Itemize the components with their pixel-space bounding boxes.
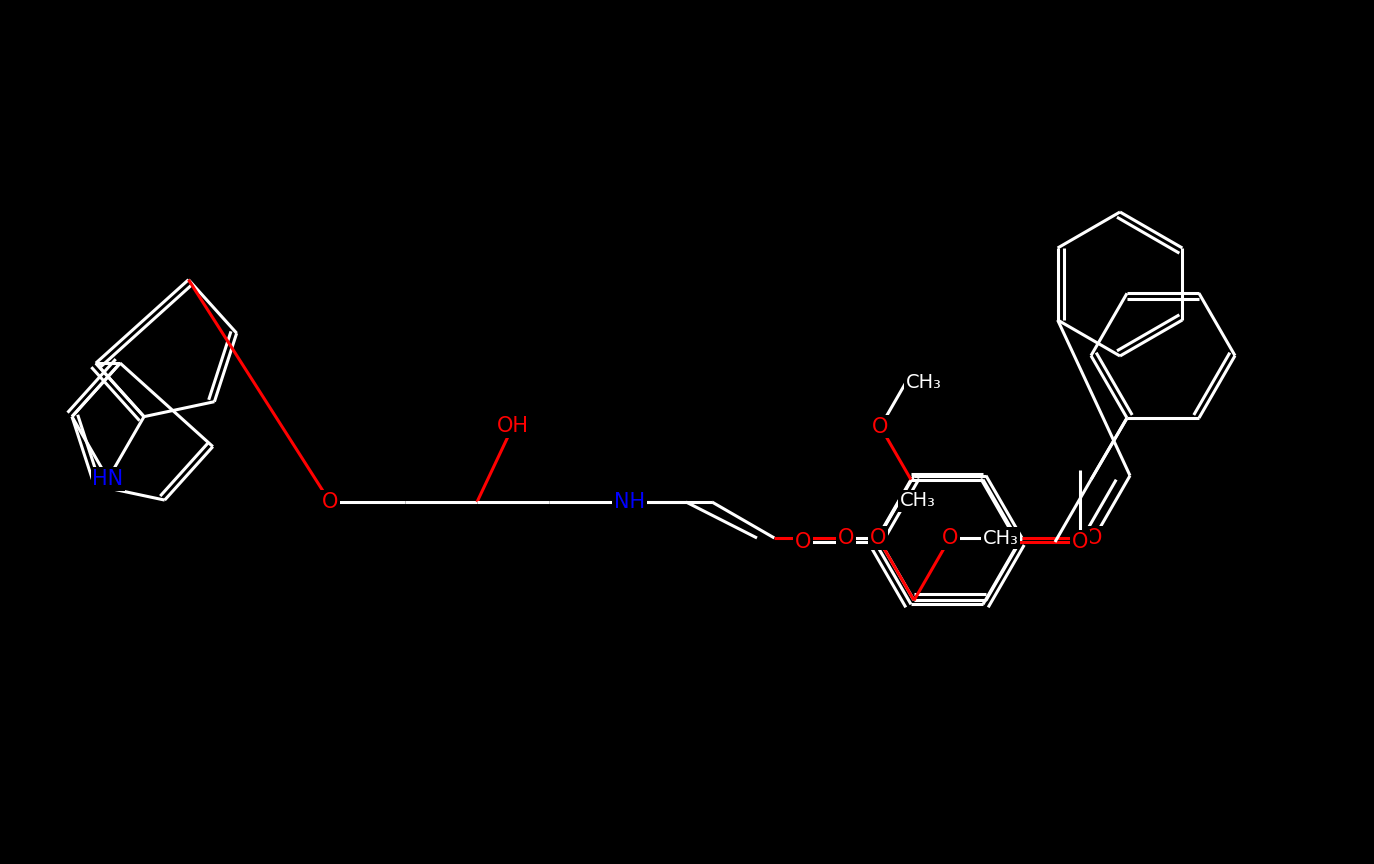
Text: O: O — [941, 528, 958, 548]
Text: O: O — [322, 492, 338, 512]
Text: NH: NH — [614, 492, 646, 512]
Text: O: O — [870, 528, 886, 548]
Text: CH₃: CH₃ — [900, 491, 936, 510]
Text: O: O — [1072, 532, 1088, 552]
Text: OH: OH — [497, 416, 529, 436]
Text: HN: HN — [92, 469, 124, 489]
Text: O: O — [794, 532, 811, 552]
Text: CH₃: CH₃ — [982, 529, 1018, 548]
Text: CH₃: CH₃ — [905, 373, 941, 392]
Text: O: O — [838, 528, 855, 548]
Text: O: O — [1085, 528, 1102, 548]
Text: O: O — [872, 416, 889, 436]
